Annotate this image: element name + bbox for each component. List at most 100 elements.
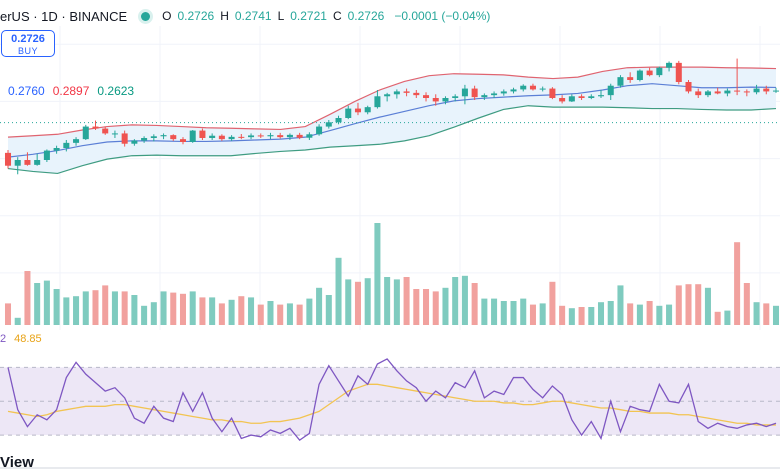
candle-body <box>432 98 439 102</box>
candle <box>238 134 245 140</box>
volume-bar <box>14 317 21 325</box>
candle-body <box>539 88 546 90</box>
candle-body <box>14 160 21 166</box>
candle <box>520 84 527 92</box>
volume-bar <box>772 305 780 325</box>
candle-body <box>121 133 128 144</box>
candle-body <box>510 89 517 92</box>
volume-bar <box>141 305 148 325</box>
candle <box>423 92 430 102</box>
candle-body <box>685 82 692 92</box>
candle <box>510 87 517 94</box>
volume-bar <box>753 302 760 325</box>
candle-body <box>286 134 293 138</box>
volume-bar <box>316 287 323 325</box>
candle-body <box>160 135 167 137</box>
candle <box>539 86 546 92</box>
candle-body <box>772 90 780 92</box>
candle-body <box>345 108 352 118</box>
candle <box>345 105 352 120</box>
candle-body <box>111 133 118 135</box>
volume-bar <box>666 304 673 325</box>
volume-bar <box>607 301 614 325</box>
candle-body <box>364 107 371 113</box>
candle <box>160 133 167 140</box>
candle <box>102 126 109 135</box>
volume-bar <box>685 284 692 325</box>
ohlc-open-value: 0.2726 <box>177 9 215 23</box>
candle-body <box>43 150 50 160</box>
candle <box>199 128 206 140</box>
volume-bar <box>257 304 264 325</box>
candle-body <box>666 62 673 68</box>
volume-bar <box>675 285 682 325</box>
volume-bar <box>461 275 468 325</box>
candle-body <box>656 67 663 76</box>
candle-body <box>92 126 99 129</box>
volume-bar <box>296 304 303 325</box>
bollinger-upper-value: 0.2897 <box>52 84 90 98</box>
candle <box>772 87 780 93</box>
rsi-value: 2 <box>0 333 7 345</box>
candle-body <box>316 126 323 135</box>
candle <box>73 137 80 146</box>
ohlc-open-label: O <box>162 9 172 23</box>
candle-body <box>442 98 449 102</box>
candle-body <box>559 98 566 102</box>
candle <box>529 83 536 91</box>
volume-bar <box>481 298 488 325</box>
volume-bar <box>471 283 478 325</box>
candle-body <box>354 108 361 113</box>
ohlc-low-value: 0.2721 <box>290 9 327 23</box>
volume-bar <box>763 303 770 325</box>
symbol-title[interactable]: erUS · 1D · BINANCE <box>0 8 128 24</box>
volume-bar <box>102 285 109 325</box>
candle-body <box>189 130 196 142</box>
candle <box>666 61 673 72</box>
rsi-legend[interactable]: 2 48.85 <box>0 333 42 345</box>
candle <box>189 130 196 143</box>
volume-bar <box>597 302 605 325</box>
candle <box>461 84 468 105</box>
candle <box>150 134 157 142</box>
candle <box>34 153 41 166</box>
candle-body <box>4 152 12 166</box>
volume-bar <box>218 303 225 325</box>
candle-body <box>131 140 138 144</box>
candle <box>597 90 605 98</box>
volume-bar <box>228 299 235 325</box>
volume-bar <box>150 302 157 325</box>
candle-body <box>63 142 70 148</box>
candle-body <box>325 122 332 127</box>
candle-body <box>753 88 760 93</box>
volume-bar <box>452 277 459 325</box>
buy-button[interactable]: 0.2726 BUY <box>1 30 55 57</box>
candle <box>646 67 653 77</box>
volume-bar <box>345 279 352 325</box>
volume-bar <box>510 301 517 325</box>
buy-label: BUY <box>17 46 38 56</box>
candle-body <box>199 130 206 138</box>
bollinger-legend[interactable]: 0.2760 0.2897 0.2623 <box>8 84 134 98</box>
candle-body <box>228 136 235 140</box>
volume-bar <box>588 307 595 325</box>
volume-bar <box>423 289 430 325</box>
volume-bar <box>636 304 643 325</box>
volume-bar <box>24 271 31 325</box>
candle <box>753 84 760 95</box>
candle <box>500 89 507 96</box>
volume-bar <box>734 242 741 325</box>
candle <box>43 149 50 162</box>
volume-bar <box>364 278 371 325</box>
candle-body <box>403 91 410 93</box>
bollinger-lower-value: 0.2623 <box>97 84 135 98</box>
candle <box>393 89 400 99</box>
candle <box>432 94 439 106</box>
volume-bar <box>403 277 410 325</box>
candle <box>248 133 255 140</box>
volume-bar <box>179 293 187 325</box>
volume-bar <box>656 305 663 325</box>
candle-body <box>384 94 391 97</box>
